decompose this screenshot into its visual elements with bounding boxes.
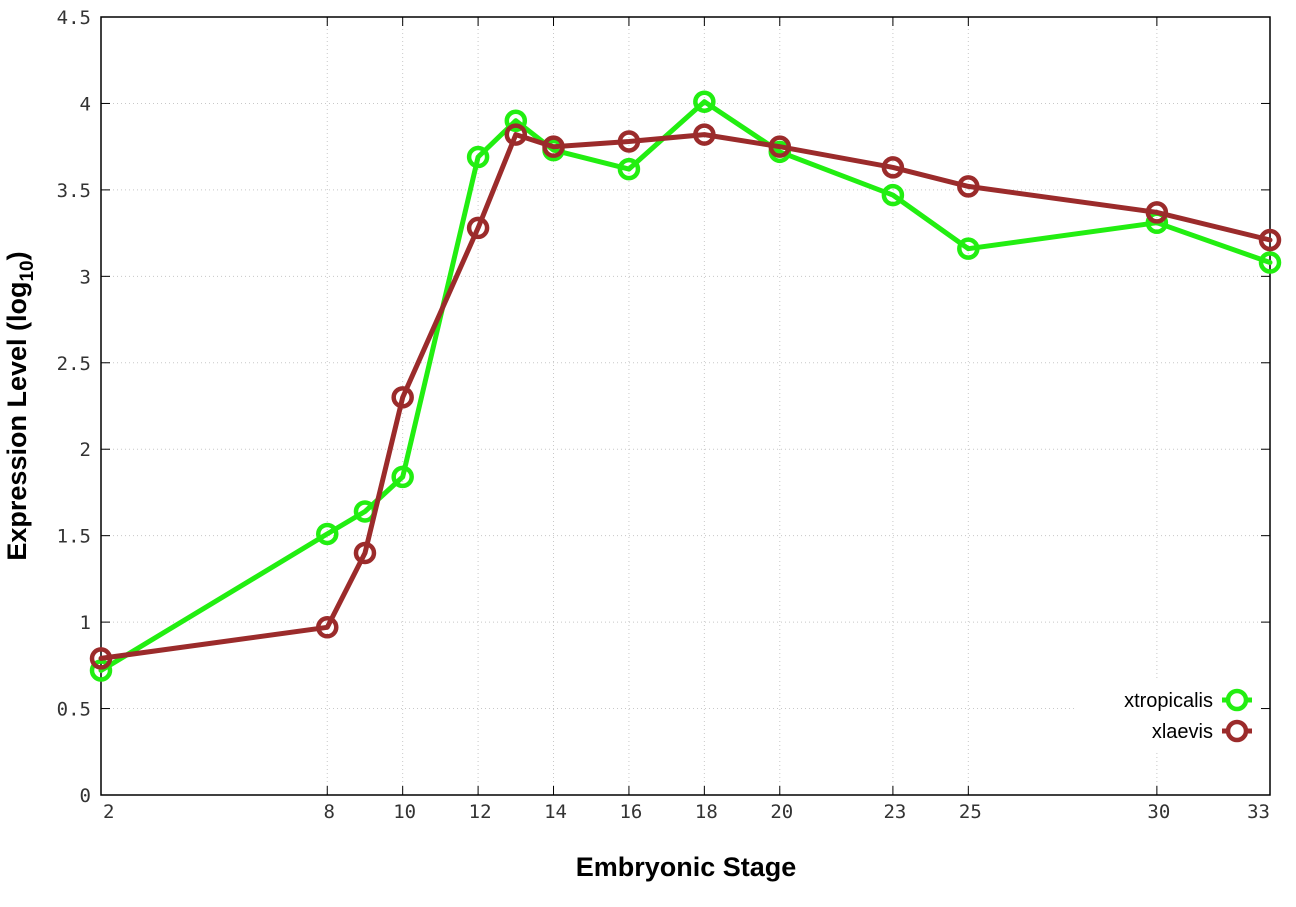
- data-point: [466, 145, 490, 169]
- data-point: [89, 647, 113, 670]
- y-tick-label: 0.5: [57, 699, 91, 721]
- data-point: [693, 90, 716, 113]
- x-tick-label: 18: [695, 801, 718, 823]
- legend-label: xlaevis: [1152, 721, 1213, 743]
- x-tick-label: 23: [883, 801, 906, 823]
- y-tick-label: 3.5: [57, 180, 91, 202]
- grid-lines: [101, 17, 1270, 795]
- data-point: [881, 183, 905, 207]
- x-tick-label: 25: [959, 801, 982, 823]
- y-axis-title-close: ): [2, 251, 32, 260]
- series-line-xtropicalis: [98, 99, 1273, 673]
- data-point: [617, 157, 641, 181]
- x-tick-label: 30: [1147, 801, 1170, 823]
- y-tick-label: 4: [80, 93, 91, 115]
- y-axis-title-main: Expression Level (log: [2, 282, 32, 561]
- x-tick-label: 20: [770, 801, 793, 823]
- data-point: [617, 130, 641, 153]
- series-xtropicalis: [89, 90, 1282, 682]
- legend-item-xtropicalis: xtropicalis: [1124, 688, 1252, 712]
- axis-ticks: 0 0.5 1 1.5 2 2.5 3 3.5 4 4.5 2 8 10 12 14 16 18 20 23 25 30…: [57, 7, 1271, 823]
- x-tick-label: 12: [469, 801, 492, 823]
- x-tick-label: 10: [393, 801, 416, 823]
- data-point: [504, 109, 528, 132]
- data-point: [316, 616, 339, 639]
- y-axis-title: Expression Level (log10): [2, 251, 38, 560]
- x-tick-label: 16: [619, 801, 642, 823]
- data-point: [957, 175, 980, 198]
- data-point: [1258, 251, 1282, 274]
- y-tick-label: 0: [80, 785, 91, 807]
- y-axis-title-subscript: 10: [17, 260, 38, 281]
- legend: xtropicalis xlaevis: [1075, 680, 1260, 750]
- data-point: [542, 135, 565, 158]
- data-point: [391, 465, 414, 489]
- x-tick-label: 8: [324, 801, 335, 823]
- legend-swatch-marker: [1225, 719, 1249, 743]
- data-point: [316, 522, 339, 546]
- data-point: [466, 216, 490, 240]
- series-line-xlaevis: [98, 132, 1273, 661]
- data-point: [391, 386, 414, 409]
- y-tick-label: 1: [80, 612, 91, 634]
- y-tick-label: 1.5: [57, 526, 91, 548]
- plot-frame: [100, 16, 1271, 796]
- y-tick-label: 3: [80, 266, 91, 288]
- data-point: [504, 123, 528, 146]
- legend-swatch-marker: [1225, 688, 1249, 712]
- x-tick-label: 33: [1247, 801, 1270, 823]
- x-tick-label: 14: [544, 801, 567, 823]
- data-point: [353, 541, 377, 565]
- x-axis-title: Embryonic Stage: [576, 852, 797, 882]
- series-xlaevis: [89, 123, 1282, 670]
- series-group: [89, 90, 1282, 682]
- legend-label: xtropicalis: [1124, 690, 1213, 712]
- data-point: [1145, 201, 1169, 224]
- y-tick-label: 4.5: [57, 7, 91, 29]
- data-point: [89, 659, 113, 682]
- x-tick-label: 2: [103, 801, 114, 823]
- data-point: [957, 237, 980, 260]
- data-point: [1258, 228, 1282, 252]
- data-point: [881, 156, 905, 179]
- data-point: [693, 123, 716, 146]
- data-point: [768, 135, 792, 158]
- legend-item-xlaevis: xlaevis: [1152, 719, 1252, 743]
- y-tick-label: 2: [80, 439, 91, 461]
- y-tick-label: 2.5: [57, 353, 91, 375]
